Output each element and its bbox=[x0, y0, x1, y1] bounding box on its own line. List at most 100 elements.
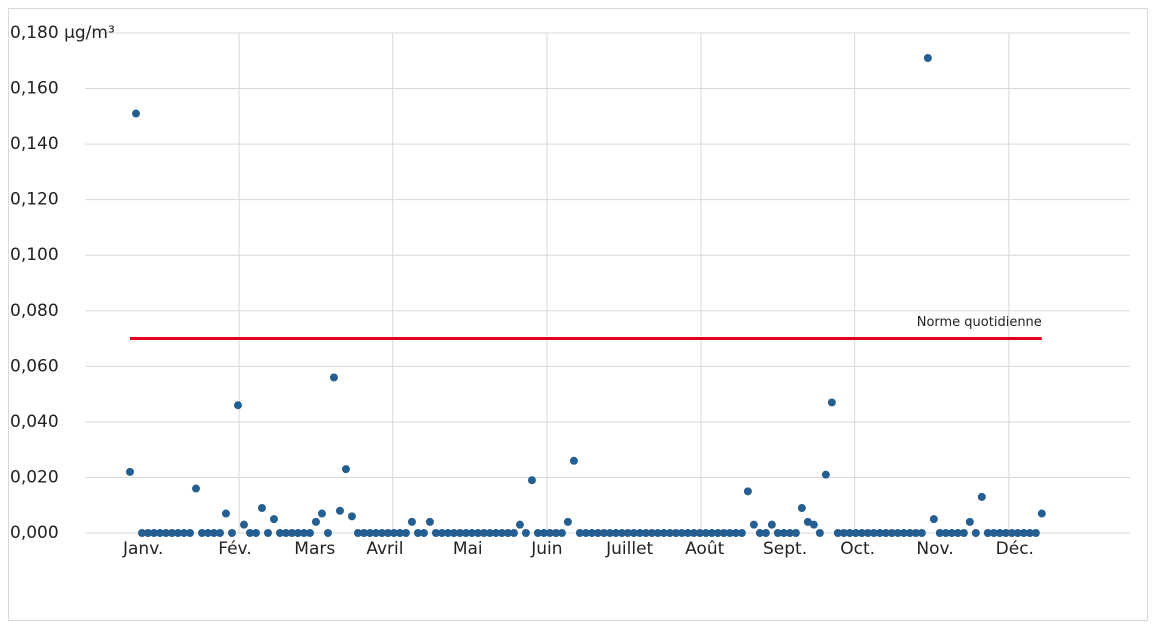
y-tick-label: 0,040 bbox=[10, 412, 59, 432]
point bbox=[653, 529, 662, 537]
point bbox=[467, 529, 476, 537]
point bbox=[443, 529, 452, 537]
x-tick-label: Avril bbox=[366, 539, 403, 559]
point bbox=[425, 517, 434, 526]
point bbox=[251, 529, 260, 537]
point bbox=[701, 529, 710, 537]
point bbox=[461, 529, 470, 537]
point bbox=[881, 529, 890, 537]
point bbox=[359, 529, 368, 537]
point bbox=[869, 529, 878, 537]
point bbox=[239, 520, 248, 529]
point bbox=[749, 520, 758, 529]
point bbox=[371, 529, 380, 537]
point bbox=[731, 529, 740, 537]
y-tick-label: 0,180 µg/m³ bbox=[10, 23, 115, 43]
point bbox=[269, 515, 278, 524]
point bbox=[785, 529, 794, 537]
point bbox=[659, 529, 668, 537]
point bbox=[533, 529, 542, 537]
point bbox=[437, 529, 446, 537]
point bbox=[797, 504, 806, 512]
point bbox=[971, 529, 980, 537]
point bbox=[677, 529, 686, 537]
point bbox=[503, 529, 512, 537]
point bbox=[353, 529, 362, 537]
point bbox=[755, 529, 764, 537]
point bbox=[131, 109, 140, 118]
point bbox=[539, 529, 548, 537]
x-tick-label: Janv. bbox=[122, 539, 163, 559]
point bbox=[221, 509, 230, 518]
point bbox=[1001, 529, 1010, 537]
point bbox=[929, 515, 938, 524]
point bbox=[137, 529, 146, 537]
point bbox=[911, 529, 920, 537]
point bbox=[689, 529, 698, 537]
point bbox=[455, 529, 464, 537]
point bbox=[683, 529, 692, 537]
point bbox=[191, 484, 200, 493]
point bbox=[575, 529, 584, 537]
point bbox=[485, 529, 494, 537]
point bbox=[581, 529, 590, 537]
point bbox=[827, 398, 836, 407]
x-tick-label: Mai bbox=[453, 539, 483, 559]
point bbox=[173, 529, 182, 537]
point bbox=[479, 529, 488, 537]
point bbox=[383, 529, 392, 537]
point bbox=[143, 529, 152, 537]
point bbox=[233, 401, 242, 410]
point bbox=[323, 529, 332, 537]
point bbox=[809, 520, 818, 529]
point bbox=[587, 529, 596, 537]
point bbox=[719, 529, 728, 537]
point bbox=[761, 529, 770, 537]
point bbox=[983, 529, 992, 537]
point bbox=[257, 504, 266, 512]
point bbox=[299, 529, 308, 537]
point bbox=[1037, 509, 1046, 518]
point bbox=[875, 529, 884, 537]
point bbox=[989, 529, 998, 537]
point bbox=[341, 465, 350, 474]
point bbox=[311, 517, 320, 526]
point bbox=[521, 529, 530, 537]
point bbox=[1025, 529, 1034, 537]
point bbox=[161, 529, 170, 537]
point bbox=[1007, 529, 1016, 537]
point bbox=[407, 517, 416, 526]
point bbox=[743, 487, 752, 496]
x-tick-label: Nov. bbox=[916, 539, 953, 559]
point bbox=[599, 529, 608, 537]
point bbox=[215, 529, 224, 537]
y-tick-label: 0,020 bbox=[10, 467, 59, 487]
point bbox=[317, 509, 326, 518]
point bbox=[695, 529, 704, 537]
point bbox=[1019, 529, 1028, 537]
point bbox=[473, 529, 482, 537]
chart-frame bbox=[8, 8, 1148, 621]
point bbox=[767, 520, 776, 529]
y-tick-label: 0,160 bbox=[10, 79, 59, 99]
point bbox=[617, 529, 626, 537]
y-tick-label: 0,080 bbox=[10, 301, 59, 321]
point bbox=[305, 529, 314, 537]
point bbox=[953, 529, 962, 537]
y-tick-label: 0,000 bbox=[10, 523, 59, 543]
point bbox=[893, 529, 902, 537]
point bbox=[779, 529, 788, 537]
point bbox=[569, 456, 578, 465]
point bbox=[275, 529, 284, 537]
point bbox=[713, 529, 722, 537]
point bbox=[905, 529, 914, 537]
x-tick-label: Juillet bbox=[605, 539, 653, 559]
point bbox=[563, 517, 572, 526]
point bbox=[197, 529, 206, 537]
point bbox=[839, 529, 848, 537]
point bbox=[167, 529, 176, 537]
y-tick-label: 0,120 bbox=[10, 190, 59, 210]
x-tick-label: Déc. bbox=[996, 539, 1034, 559]
point bbox=[281, 529, 290, 537]
